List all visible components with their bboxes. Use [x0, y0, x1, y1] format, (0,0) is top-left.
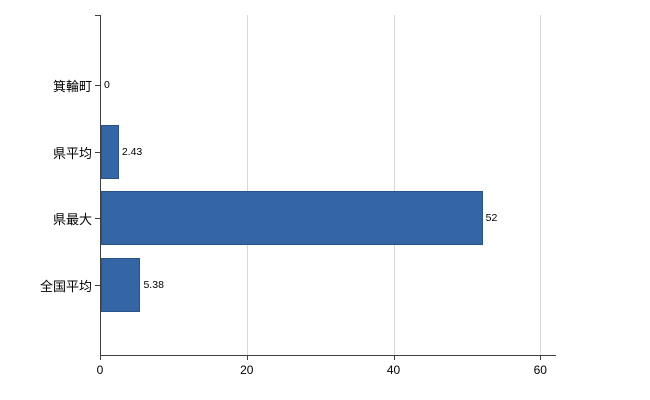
- category-label: 県最大: [52, 212, 92, 228]
- x-tick-label: 40: [386, 363, 401, 377]
- value-label: 0: [104, 79, 110, 91]
- y-tick: [95, 285, 100, 286]
- y-tick: [95, 151, 100, 153]
- x-tick-label: 20: [240, 363, 254, 377]
- y-tick: [95, 218, 100, 220]
- value-label: 52: [485, 212, 498, 225]
- x-axis: [100, 355, 556, 356]
- category-label: 箕輪町: [52, 79, 92, 94]
- x-tick: [393, 355, 395, 360]
- category-label: 県平均: [52, 145, 92, 161]
- x-tick: [246, 355, 248, 360]
- gridline: [393, 15, 395, 355]
- y-axis-end-tick: [95, 15, 100, 16]
- x-tick: [540, 355, 542, 360]
- bar: [101, 191, 483, 246]
- x-tick-label: 0: [96, 363, 104, 377]
- y-tick: [95, 85, 100, 86]
- y-axis: [100, 15, 101, 356]
- value-label: 5.38: [143, 279, 164, 291]
- bar: [101, 124, 119, 179]
- bar: [101, 258, 141, 312]
- gridline: [246, 15, 248, 355]
- gridline: [540, 15, 542, 355]
- x-tick: [100, 355, 101, 360]
- value-label: 2.43: [121, 145, 143, 158]
- category-label: 全国平均: [39, 279, 92, 294]
- x-tick-label: 60: [533, 363, 547, 377]
